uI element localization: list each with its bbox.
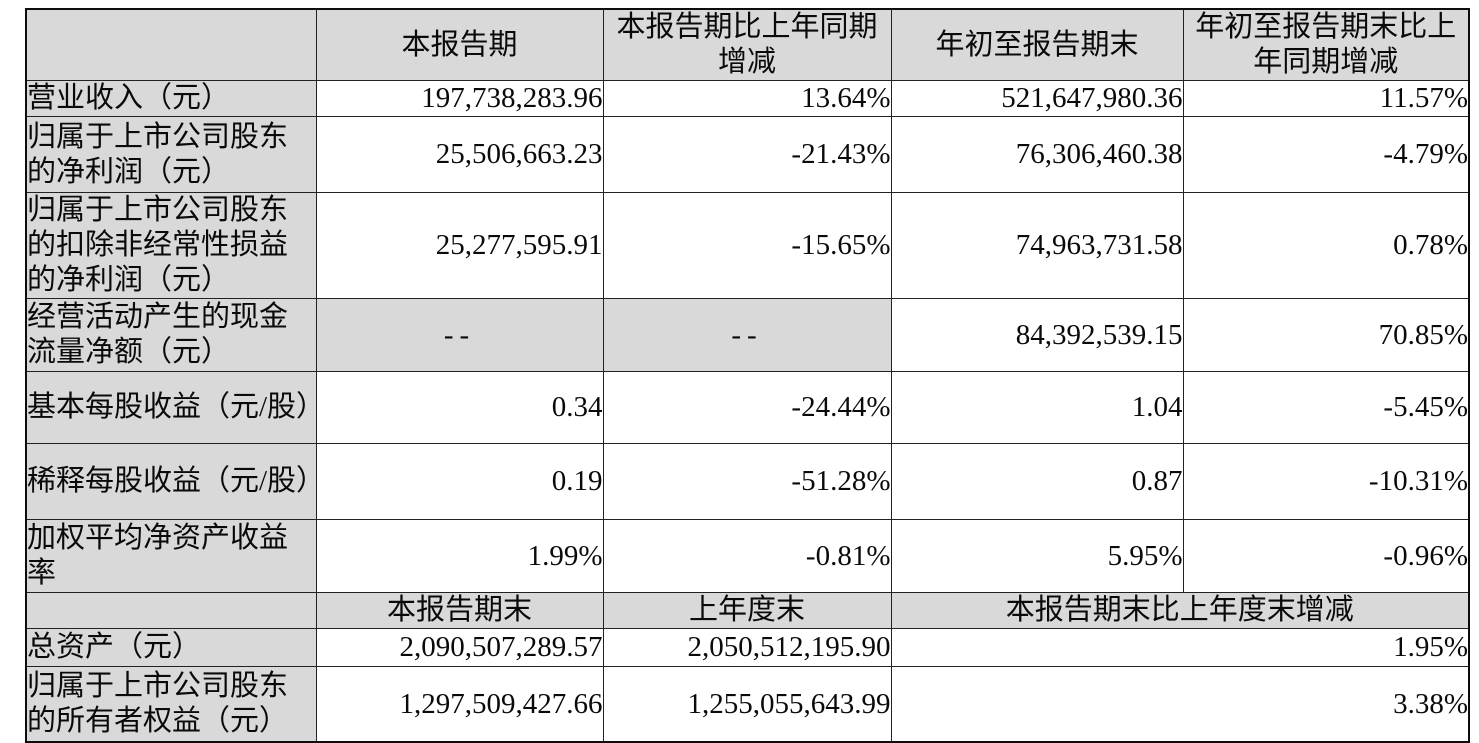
col-header-ytd-change: 年初至报告期末比上年同期增减 xyxy=(1182,8,1470,81)
cell-value: 1.99% xyxy=(315,519,604,593)
row-label: 归属于上市公司股东的净利润（元） xyxy=(25,116,317,193)
cell-value: -5.45% xyxy=(1182,371,1470,444)
table-row-revenue: 营业收入（元） 197,738,283.96 13.64% 521,647,98… xyxy=(25,80,1470,117)
col-header-current-period: 本报告期 xyxy=(315,8,604,81)
cell-value: 521,647,980.36 xyxy=(890,80,1184,117)
row-label: 总资产（元） xyxy=(25,628,317,667)
cell-value: 25,506,663.23 xyxy=(315,116,604,193)
col-header-ytd: 年初至报告期末 xyxy=(890,8,1184,81)
cell-value: -10.31% xyxy=(1182,443,1470,520)
cell-value-na: -- xyxy=(602,298,892,372)
cell-value: -15.65% xyxy=(602,192,892,299)
cell-value: 2,050,512,195.90 xyxy=(602,628,892,667)
table-row-owners-equity: 归属于上市公司股东的所有者权益（元） 1,297,509,427.66 1,25… xyxy=(25,666,1470,743)
cell-value: 1,297,509,427.66 xyxy=(315,666,604,743)
cell-value: 11.57% xyxy=(1182,80,1470,117)
subheader-row: 本报告期末 上年度末 本报告期末比上年度末增减 xyxy=(25,592,1470,629)
cell-value: 0.19 xyxy=(315,443,604,520)
row-label: 加权平均净资产收益率 xyxy=(25,519,317,593)
table-row-net-profit-excl-nonrecurring: 归属于上市公司股东的扣除非经常性损益的净利润（元） 25,277,595.91 … xyxy=(25,192,1470,299)
cell-value: 1,255,055,643.99 xyxy=(602,666,892,743)
cell-value-na: -- xyxy=(315,298,604,372)
row-label: 归属于上市公司股东的扣除非经常性损益的净利润（元） xyxy=(25,192,317,299)
cell-value: -0.96% xyxy=(1182,519,1470,593)
cell-value: 25,277,595.91 xyxy=(315,192,604,299)
cell-value: 1.95% xyxy=(890,628,1470,667)
cell-value: 2,090,507,289.57 xyxy=(315,628,604,667)
cell-value: 0.87 xyxy=(890,443,1184,520)
cell-value: 0.78% xyxy=(1182,192,1470,299)
cell-value: 13.64% xyxy=(602,80,892,117)
row-label: 基本每股收益（元/股） xyxy=(25,371,317,444)
cell-value: -4.79% xyxy=(1182,116,1470,193)
subheader-corner-cell xyxy=(25,592,317,629)
cell-value: 70.85% xyxy=(1182,298,1470,372)
row-label: 经营活动产生的现金流量净额（元） xyxy=(25,298,317,372)
table-row-weighted-roe: 加权平均净资产收益率 1.99% -0.81% 5.95% -0.96% xyxy=(25,519,1470,593)
cell-value: -21.43% xyxy=(602,116,892,193)
col-header-period-end: 本报告期末 xyxy=(315,592,604,629)
row-label: 营业收入（元） xyxy=(25,80,317,117)
row-label: 稀释每股收益（元/股） xyxy=(25,443,317,520)
cell-value: 74,963,731.58 xyxy=(890,192,1184,299)
table-row-operating-cash-flow: 经营活动产生的现金流量净额（元） -- -- 84,392,539.15 70.… xyxy=(25,298,1470,372)
table-row-total-assets: 总资产（元） 2,090,507,289.57 2,050,512,195.90… xyxy=(25,628,1470,667)
cell-value: 1.04 xyxy=(890,371,1184,444)
table-row-diluted-eps: 稀释每股收益（元/股） 0.19 -51.28% 0.87 -10.31% xyxy=(25,443,1470,520)
cell-value: 0.34 xyxy=(315,371,604,444)
cell-value: -24.44% xyxy=(602,371,892,444)
cell-value: 197,738,283.96 xyxy=(315,80,604,117)
col-header-period-end-change: 本报告期末比上年度末增减 xyxy=(890,592,1470,629)
cell-value: -51.28% xyxy=(602,443,892,520)
corner-cell xyxy=(25,8,317,81)
cell-value: 5.95% xyxy=(890,519,1184,593)
cell-value: 84,392,539.15 xyxy=(890,298,1184,372)
row-label: 归属于上市公司股东的所有者权益（元） xyxy=(25,666,317,743)
cell-value: -0.81% xyxy=(602,519,892,593)
cell-value: 3.38% xyxy=(890,666,1470,743)
col-header-prior-year-end: 上年度末 xyxy=(602,592,892,629)
table-row-net-profit: 归属于上市公司股东的净利润（元） 25,506,663.23 -21.43% 7… xyxy=(25,116,1470,193)
cell-value: 76,306,460.38 xyxy=(890,116,1184,193)
col-header-current-period-change: 本报告期比上年同期增减 xyxy=(602,8,892,81)
table-row-basic-eps: 基本每股收益（元/股） 0.34 -24.44% 1.04 -5.45% xyxy=(25,371,1470,444)
key-accounting-data-table: 本报告期 本报告期比上年同期增减 年初至报告期末 年初至报告期末比上年同期增减 … xyxy=(25,8,1470,743)
header-row: 本报告期 本报告期比上年同期增减 年初至报告期末 年初至报告期末比上年同期增减 xyxy=(25,8,1470,81)
